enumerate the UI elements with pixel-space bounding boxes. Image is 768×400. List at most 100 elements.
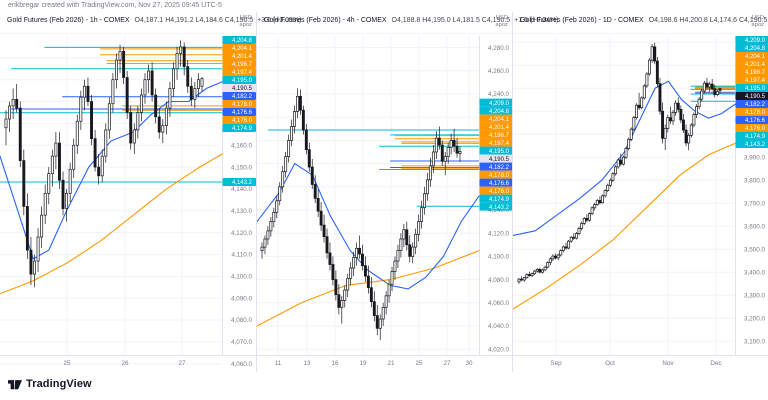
candle-body [718,88,722,91]
candle-body [328,252,332,265]
badge-label: 4,174.9 [232,126,253,132]
tradingview-logo-icon [8,380,22,390]
candle-body [437,137,441,146]
time-axis[interactable]: 11 13 16 19 21 25 27 30 [275,360,473,367]
candle-body [58,142,61,181]
candle-body [440,144,444,162]
candle-body [574,233,578,239]
candle-body [168,88,172,109]
candle-body [36,236,40,262]
unit-measure: apoz [751,22,764,28]
price-tick-label: 4,280.0 [488,45,510,52]
candle-body [556,254,560,259]
candle-body [189,85,193,100]
candle-body [671,112,675,122]
candle-body [349,267,353,279]
badge-label: 4,143.2 [232,180,253,186]
candle-body [337,294,341,308]
candle-body [8,105,12,120]
level-price-badge: 4,182.2 [222,92,256,100]
candle-body [697,98,701,107]
time-tick-label: Nov [662,360,674,367]
badge-label: 4,201.4 [489,125,510,131]
chart-legend-1d[interactable]: Gold Futures (Feb 2026) - 1D - COMEX O4,… [513,12,768,34]
candle-body [275,200,279,213]
candle-body [172,68,175,89]
badge-label: 4,176.0 [745,126,766,132]
level-price-badge: 4,178.0 [735,108,768,116]
unit-currency: USD [751,15,764,21]
candle-body [564,246,568,249]
candle-body [408,244,412,257]
badge-bg [479,178,513,187]
candle-body [186,66,190,87]
candle-body [334,279,338,296]
unit-measure: apoz [239,22,252,28]
candle-body [384,295,388,308]
badge-label: 4,204.1 [489,117,510,123]
candle-body [580,223,584,229]
level-price-badge: 4,143.2 [222,177,256,186]
candle-body [68,168,72,194]
candle-body [18,107,22,161]
time-tick-label: 27 [178,360,186,367]
time-tick-label: 11 [275,360,282,367]
badge-bg [479,138,513,147]
candle-body [452,140,456,147]
ma-line-blue [0,81,223,260]
candle-body [679,109,683,121]
candle-body [43,192,47,216]
level-price-badge: 4,198.7 [222,60,256,68]
badge-label: 4,174.9 [745,134,766,140]
time-axis[interactable]: Sep Oct Nov Dec [550,360,721,367]
candlestick-chart-4h[interactable]: 4,280.04,260.04,240.04,220.04,200.04,180… [257,34,513,372]
level-price-badge: 4,204.8 [735,44,768,52]
ma-line-blue [513,80,736,236]
candle-body [47,173,51,194]
chart-panel-1d: Gold Futures (Feb 2026) - 1D - COMEX O4,… [512,12,768,372]
candle-body [561,246,565,251]
current-price-badge: 4,190.5 [479,154,513,163]
candle-body [340,300,344,308]
badge-label: 4,209.0 [489,101,510,107]
symbol-title: Gold Futures (Feb 2026) - 1h - COMEX [7,17,130,24]
candle-body [666,117,670,129]
badge-bg [735,60,768,68]
candlestick-chart-1d[interactable]: 4,400.04,300.04,200.04,100.04,000.03,900… [513,34,768,372]
candlestick-chart-1h[interactable]: 4,200.04,190.04,180.04,170.04,160.04,150… [0,34,256,372]
time-axis[interactable]: 25 26 27 [63,360,186,367]
badge-bg [222,68,256,76]
candle-body [369,287,373,302]
time-tick-label: 30 [465,360,473,367]
candle-body [588,213,591,221]
candle-body [551,255,555,260]
candle-body [637,104,641,109]
ohlc-values: O4,198.6 H4,200.8 L4,174.6 C4,190.5 [648,17,768,24]
candle-body [420,207,424,222]
candle-body [705,82,709,88]
candle-body [375,315,379,329]
level-price-badge: 4,201.4 [735,60,768,68]
badge-bg [479,146,513,155]
candle-body [316,198,320,212]
candle-body [313,184,317,199]
badge-label: 4,197.4 [745,78,766,84]
current-price-badge: 4,190.5 [222,84,256,92]
candle-body [346,278,350,291]
candle-body [582,218,586,224]
candle-body [423,193,426,209]
badge-bg [735,132,768,140]
candle-body [281,171,285,188]
candle-body [598,200,602,204]
grid-layer [257,36,513,356]
time-tick-label: 27 [443,360,451,367]
tradingview-logo[interactable]: TradingView [8,377,92,391]
candle-body [559,250,563,256]
candle-body [645,73,649,87]
time-tick-label: 26 [121,360,129,367]
candle-body [196,79,200,89]
candle-body [322,224,326,238]
chart-legend-1h[interactable]: Gold Futures (Feb 2026) - 1h - COMEX O4,… [0,12,302,34]
badge-label: 4,201.4 [745,62,766,68]
chart-legend-4h[interactable]: Gold Futures (Feb 2026) - 4h - COMEX O4,… [257,12,559,34]
